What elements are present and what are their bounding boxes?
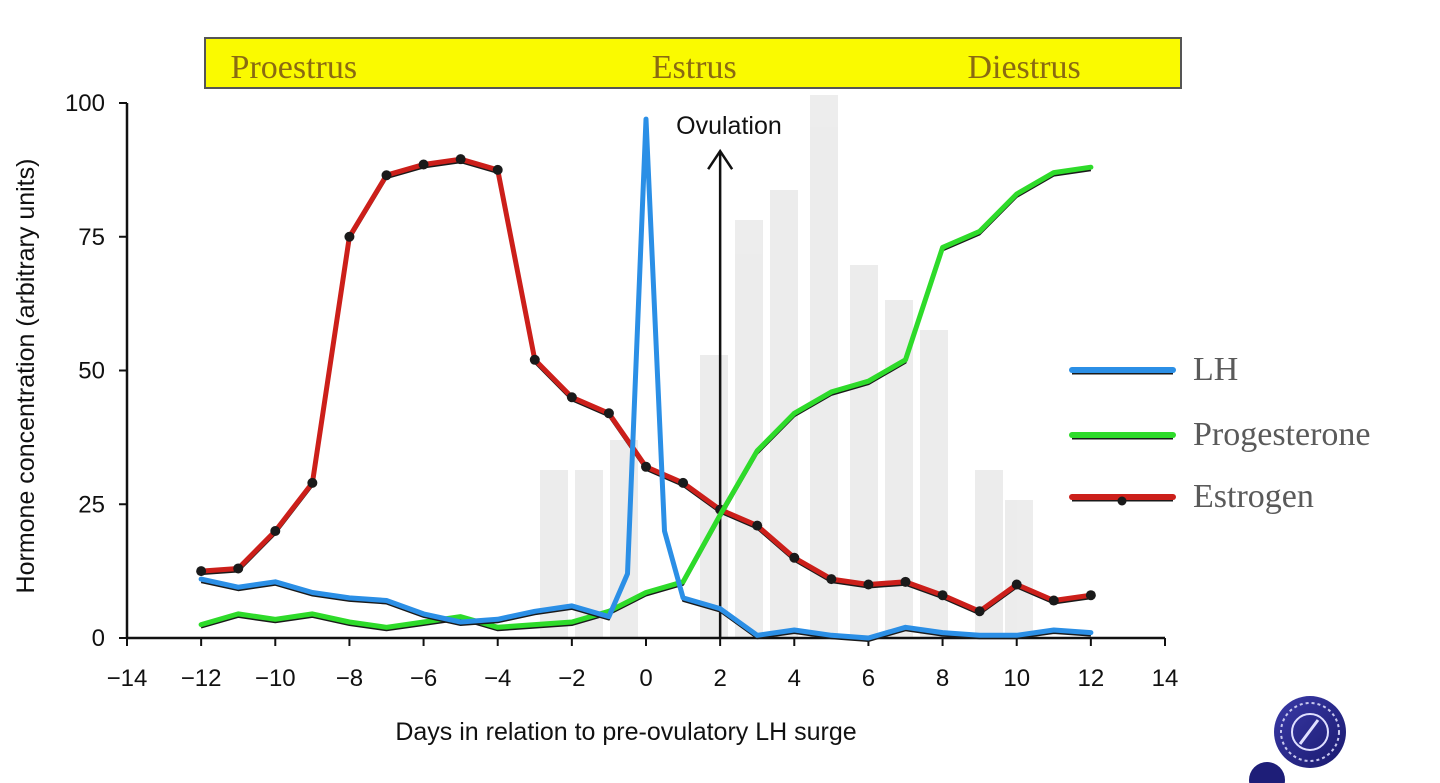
x-tick-label: −10	[255, 665, 296, 692]
y-tick-label: 100	[65, 90, 105, 117]
data-point	[1011, 579, 1022, 590]
data-point	[418, 159, 429, 170]
series-lh	[198, 116, 1094, 642]
series-shadow-line	[201, 161, 1092, 616]
series-shadow-line	[200, 121, 1091, 642]
legend: LH Progesterone Estrogen	[1069, 351, 1371, 515]
legend-item-estrogen: Estrogen	[1069, 478, 1314, 515]
x-tick-label: −6	[410, 665, 437, 692]
data-point	[826, 574, 837, 585]
legend-item-lh: LH	[1069, 351, 1238, 388]
phase-label-diestrus: Diestrus	[967, 49, 1080, 86]
legend-label: LH	[1193, 351, 1238, 388]
series-progesterone	[198, 164, 1094, 632]
data-point	[270, 526, 281, 536]
background-bar	[810, 95, 838, 638]
series-estrogen	[196, 154, 1096, 617]
x-tick-label: −4	[484, 665, 511, 692]
phase-label-proestrus: Proestrus	[231, 49, 358, 86]
decorative-dot	[1249, 762, 1285, 783]
y-axis-title: Hormone concentration (arbitrary units)	[12, 159, 40, 594]
y-tick-label: 75	[78, 224, 105, 251]
university-seal-logo	[1274, 696, 1346, 768]
background-bar	[850, 265, 878, 638]
x-tick-label: 10	[1003, 665, 1030, 692]
data-point	[529, 354, 540, 365]
data-point	[344, 231, 355, 242]
series-line-estrogen	[198, 156, 1094, 614]
data-point	[641, 461, 651, 472]
y-tick-label: 50	[78, 358, 105, 385]
ovulation-annotation: Ovulation	[676, 112, 782, 638]
x-tick-label: 4	[788, 665, 801, 692]
series-line-progesterone	[198, 164, 1094, 630]
data-point	[603, 408, 614, 419]
x-tick-label: −14	[107, 665, 148, 692]
y-tick-label: 25	[78, 491, 105, 518]
x-axis-title: Days in relation to pre-ovulatory LH sur…	[395, 718, 856, 746]
background-bars	[540, 95, 1033, 638]
data-point	[678, 477, 689, 488]
phase-label-estrus: Estrus	[652, 49, 737, 86]
data-point	[752, 520, 763, 531]
data-point	[381, 170, 392, 181]
x-tick-label: 14	[1152, 665, 1179, 692]
x-tick-label: −8	[336, 665, 363, 692]
legend-marker	[1117, 496, 1127, 506]
data-point	[455, 154, 466, 165]
x-tick-label: −2	[558, 665, 585, 692]
legend-label: Estrogen	[1193, 478, 1314, 515]
data-point	[566, 392, 577, 403]
x-tick-label: 2	[713, 665, 726, 692]
ovulation-arrow-head	[707, 148, 734, 170]
data-point	[233, 563, 244, 574]
legend-item-progesterone: Progesterone	[1069, 416, 1371, 453]
series-line-lh	[198, 116, 1094, 641]
x-tick-label: 6	[862, 665, 875, 692]
data-point	[863, 579, 874, 590]
legend-label: Progesterone	[1193, 416, 1371, 453]
data-point	[1085, 590, 1096, 601]
background-bar	[735, 220, 763, 638]
data-point	[900, 576, 911, 587]
data-point	[196, 566, 207, 577]
x-tick-label: −12	[181, 665, 222, 692]
background-bar	[1005, 500, 1033, 638]
phase-band	[204, 37, 1182, 89]
data-point	[307, 477, 318, 488]
data-point	[789, 552, 800, 563]
data-point	[974, 606, 985, 617]
data-point	[1048, 595, 1059, 606]
x-tick-label: 8	[936, 665, 949, 692]
ovulation-label: Ovulation	[676, 112, 782, 140]
data-point	[492, 164, 503, 175]
x-tick-label: 0	[639, 665, 652, 692]
x-tick-label: 12	[1078, 665, 1105, 692]
y-tick-label: 0	[92, 625, 105, 652]
data-point	[937, 590, 948, 601]
